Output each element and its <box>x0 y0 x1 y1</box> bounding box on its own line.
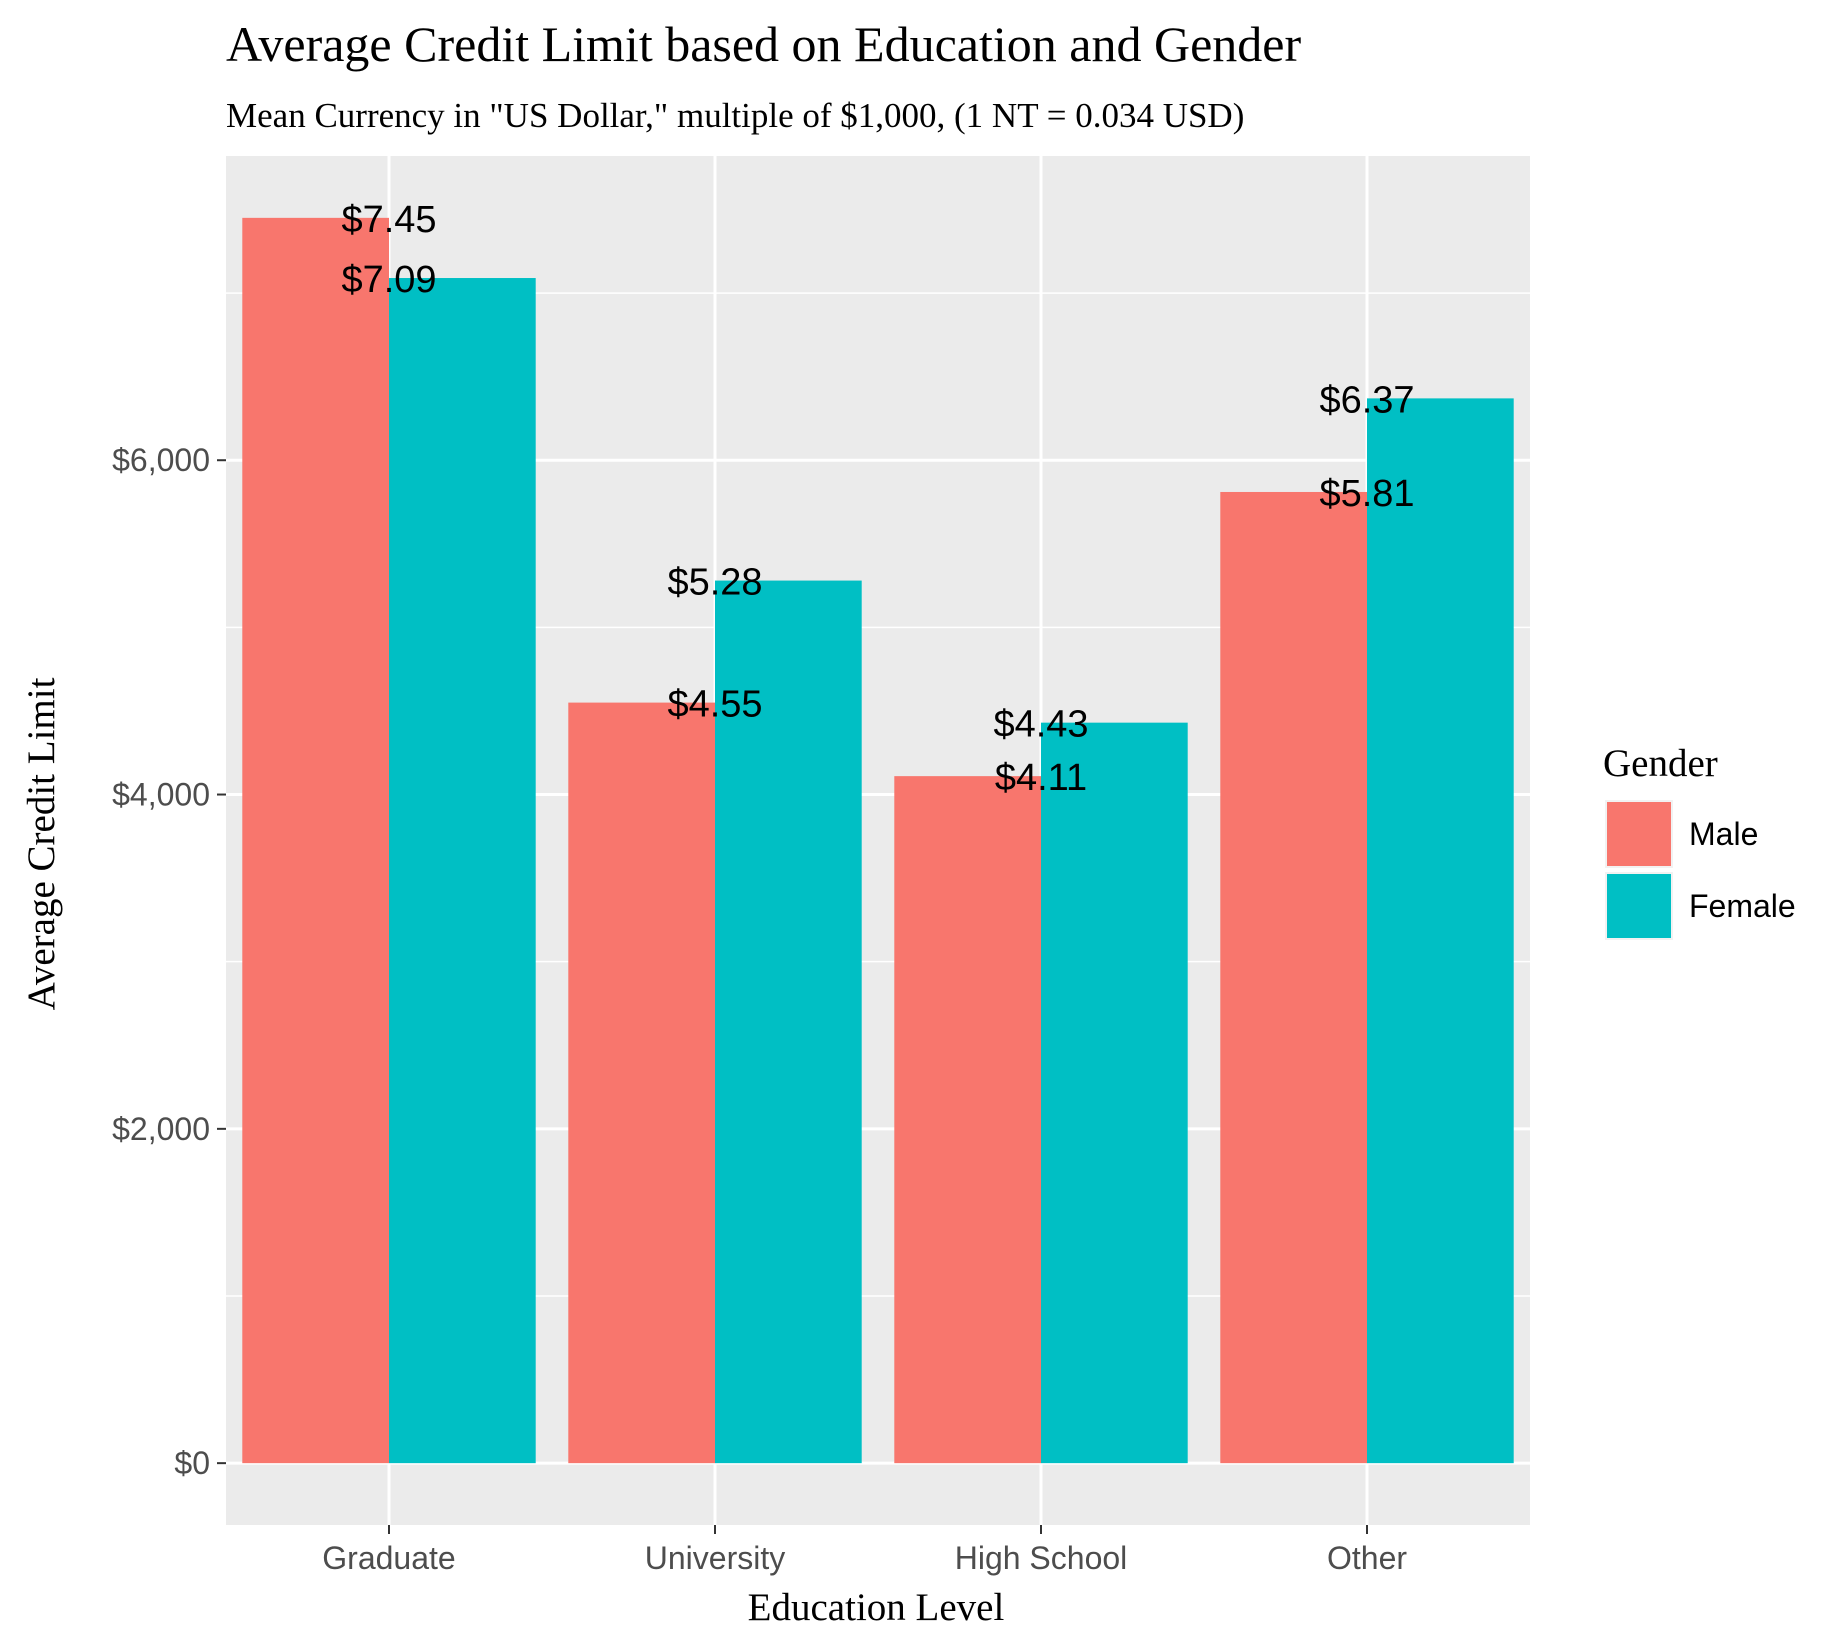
x-tick-label: Graduate <box>322 1540 455 1576</box>
y-tick-label: $2,000 <box>112 1111 210 1147</box>
bar-male-university <box>568 702 715 1464</box>
data-label: $4.43 <box>993 704 1088 746</box>
legend-title: Gender <box>1603 742 1718 785</box>
data-label: $4.55 <box>667 684 762 726</box>
x-axis-title: Education Level <box>748 1586 1005 1629</box>
data-label: $5.81 <box>1319 473 1414 515</box>
data-label: $6.37 <box>1319 379 1414 421</box>
legend-label-male: Male <box>1689 816 1758 852</box>
data-labels: $7.45 $4.55 $4.11 $5.81 $7.09 $5.28 $4.43 $6.37 <box>341 199 1414 799</box>
y-tick-label: $6,000 <box>112 442 210 478</box>
y-axis: $0 $2,000 $4,000 $6,000 <box>112 442 226 1481</box>
y-tick-label: $4,000 <box>112 777 210 813</box>
bar-male-other <box>1220 491 1367 1464</box>
data-label: $7.09 <box>341 259 436 301</box>
x-tick-label: Other <box>1327 1540 1407 1576</box>
x-axis: Graduate University High School Other <box>322 1525 1407 1576</box>
y-axis-title: Average Credit Limit <box>20 677 63 1010</box>
bar-female-other <box>1367 398 1514 1464</box>
chart-subtitle: Mean Currency in "US Dollar," multiple o… <box>226 96 1244 135</box>
bar-female-graduate <box>389 278 536 1464</box>
data-label: $4.11 <box>995 757 1087 799</box>
bars <box>242 217 1514 1464</box>
bar-female-high-school <box>1041 722 1188 1464</box>
y-tick-label: $0 <box>174 1445 210 1481</box>
data-label: $7.45 <box>341 199 436 241</box>
x-tick-label: High School <box>955 1540 1128 1576</box>
x-tick-label: University <box>645 1540 785 1576</box>
bar-male-graduate <box>242 217 389 1464</box>
bar-male-high-school <box>894 776 1041 1464</box>
data-label: $5.28 <box>667 562 762 604</box>
legend-label-female: Female <box>1689 888 1796 924</box>
bar-female-university <box>715 580 862 1464</box>
legend-key-male <box>1607 802 1671 866</box>
chart-title: Average Credit Limit based on Education … <box>226 16 1301 72</box>
legend: Gender Male Female <box>1603 742 1796 940</box>
legend-key-female <box>1607 874 1671 938</box>
